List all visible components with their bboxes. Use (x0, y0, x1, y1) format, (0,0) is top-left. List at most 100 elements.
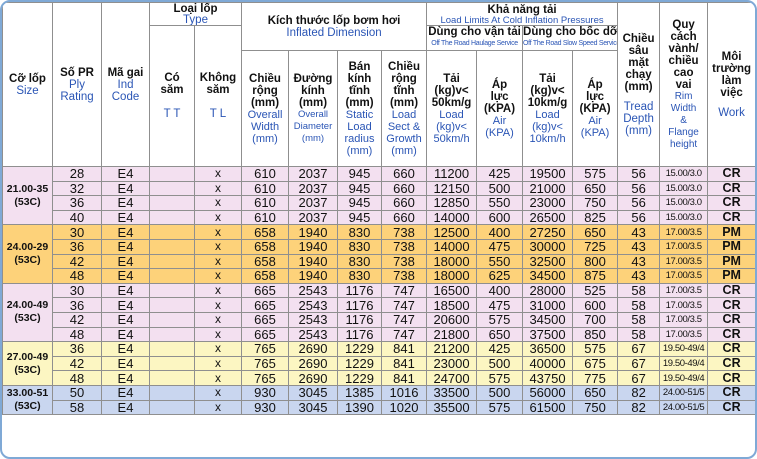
work-code-cell: CR (707, 180, 755, 197)
load-sect-growth-cell: 738 (380, 268, 428, 284)
air-slow-cell: 600 (572, 297, 619, 313)
tread-depth-cell: 56 (617, 209, 661, 226)
header-slow-speed-service: Dùng cho bốc dỡ Off The Road Slow Speed S… (522, 25, 619, 51)
load-haulage-cell: 12850 (426, 195, 478, 211)
load-haulage-cell: 24700 (426, 370, 478, 386)
work-code-cell: CR (707, 195, 755, 211)
tread-depth-cell: 58 (617, 311, 661, 328)
load-sect-growth-cell: 841 (380, 355, 428, 372)
ind-code-cell: E4 (101, 370, 150, 386)
table-row: 42 E4 x 665 2543 1176 747 20600 575 34500 700 58 17.… (3, 311, 755, 328)
tube-type-cell (149, 399, 195, 416)
tire-size-code: (53C) (14, 195, 41, 208)
tread-depth-cell: 43 (617, 224, 661, 240)
tire-size-label: 24.00-49 (6, 299, 49, 312)
header-rim-width: Quy cách vành/chiều cao vai Rim Width & Flange h… (659, 2, 709, 167)
ind-code-cell: E4 (101, 297, 150, 313)
tread-depth-cell: 43 (617, 253, 661, 270)
tubeless-mark: x (194, 238, 242, 255)
load-sect-growth-cell: 1016 (380, 384, 428, 401)
rim-spec-cell: 17.00/3.5 (659, 297, 709, 313)
ply-rating-cell: 48 (52, 326, 102, 343)
header-haulage-service: Dùng cho vận tải Off The Road Haulage Ser… (426, 25, 524, 51)
rim-spec-cell: 15.00/3.0 (659, 209, 709, 226)
tire-size-cell: 33.00-51 (53C) (2, 384, 53, 416)
tread-depth-cell: 58 (617, 326, 661, 343)
table-row: 36 E4 x 665 2543 1176 747 18500 475 31000 600 58 17.… (3, 297, 755, 313)
tube-type-cell (149, 370, 195, 386)
static-load-radius-cell: 1385 (337, 384, 382, 401)
header-tread-depth: Chiều sâu mặt chạy (mm) Tread Depth (mm) (617, 2, 661, 167)
tubeless-mark: x (194, 384, 242, 401)
header-size: Cỡ lốp Size (2, 2, 53, 167)
ind-code-cell: E4 (101, 341, 150, 357)
overall-diameter-cell: 2543 (288, 297, 338, 313)
table-row: 33.00-51 (53C) 50 E4 x 930 3045 1385 1016 33500 50… (2, 384, 755, 416)
load-sect-growth-cell: 747 (380, 297, 428, 313)
overall-diameter-cell: 3045 (288, 399, 338, 416)
air-slow-cell: 650 (572, 180, 619, 197)
load-haulage-cell: 33500 (426, 384, 478, 401)
tubeless-mark: x (194, 195, 242, 211)
tube-type-cell (149, 224, 195, 240)
table-row: 24.00-49 (53C) 30 E4 x 665 2543 1176 747 16500 400… (2, 282, 755, 343)
load-haulage-cell: 35500 (426, 399, 478, 416)
load-sect-growth-cell: 660 (380, 180, 428, 197)
load-slow-cell: 21000 (522, 180, 574, 197)
work-code-cell: CR (707, 341, 755, 357)
air-haulage-cell: 575 (476, 370, 524, 386)
air-slow-cell: 825 (572, 209, 619, 226)
air-slow-cell: 575 (572, 341, 619, 357)
overall-diameter-cell: 1940 (288, 268, 338, 284)
static-load-radius-cell: 945 (337, 166, 382, 182)
air-haulage-cell: 425 (476, 341, 524, 357)
ply-rating-cell: 36 (52, 297, 102, 313)
load-slow-cell: 32500 (522, 253, 574, 270)
tube-type-cell (149, 282, 195, 299)
work-code-cell: CR (707, 399, 755, 416)
tube-type-cell (149, 311, 195, 328)
header-work: Môi trường làm việc Work (707, 2, 755, 167)
tread-depth-cell: 43 (617, 268, 661, 284)
table-row: 58 E4 x 930 3045 1390 1020 35500 575 61500 750 82 24… (3, 399, 755, 416)
rim-spec-cell: 24.00-51/5 (659, 399, 709, 416)
tire-size-code: (53C) (14, 363, 41, 376)
tire-size-cell: 24.00-49 (53C) (2, 282, 53, 343)
header-overall-diameter: Đường kính (mm) Overall Diameter (mm) (288, 50, 338, 167)
ply-rating-cell: 42 (52, 355, 102, 372)
load-slow-cell: 28000 (522, 282, 574, 299)
overall-width-cell: 610 (241, 209, 289, 226)
ply-rating-cell: 36 (52, 195, 102, 211)
tire-size-code: (53C) (14, 400, 41, 412)
tubeless-mark: x (194, 282, 242, 299)
ply-rating-cell: 42 (52, 311, 102, 328)
static-load-radius-cell: 830 (337, 238, 382, 255)
ply-rating-cell: 42 (52, 253, 102, 270)
overall-width-cell: 765 (241, 341, 289, 357)
tubeless-mark: x (194, 355, 242, 372)
overall-width-cell: 610 (241, 180, 289, 197)
ind-code-cell: E4 (101, 238, 150, 255)
load-haulage-cell: 18000 (426, 253, 478, 270)
rim-spec-cell: 17.00/3.5 (659, 282, 709, 299)
tube-type-cell (149, 209, 195, 226)
work-code-cell: CR (707, 370, 755, 386)
load-slow-cell: 34500 (522, 268, 574, 284)
work-code-cell: PM (707, 238, 755, 255)
tube-type-cell (149, 238, 195, 255)
load-slow-cell: 43750 (522, 370, 574, 386)
overall-diameter-cell: 2543 (288, 282, 338, 299)
load-slow-cell: 61500 (522, 399, 574, 416)
work-code-cell: CR (707, 355, 755, 372)
tubeless-mark: x (194, 166, 242, 182)
table-row: 48 E4 x 658 1940 830 738 18000 625 34500 875 43 17.0… (3, 268, 755, 284)
rim-spec-cell: 17.00/3.5 (659, 268, 709, 284)
air-slow-cell: 700 (572, 311, 619, 328)
air-slow-cell: 575 (572, 166, 619, 182)
load-haulage-cell: 16500 (426, 282, 478, 299)
load-sect-growth-cell: 841 (380, 370, 428, 386)
work-code-cell: CR (707, 384, 755, 401)
static-load-radius-cell: 945 (337, 195, 382, 211)
load-sect-growth-cell: 747 (380, 282, 428, 299)
tube-type-cell (149, 297, 195, 313)
